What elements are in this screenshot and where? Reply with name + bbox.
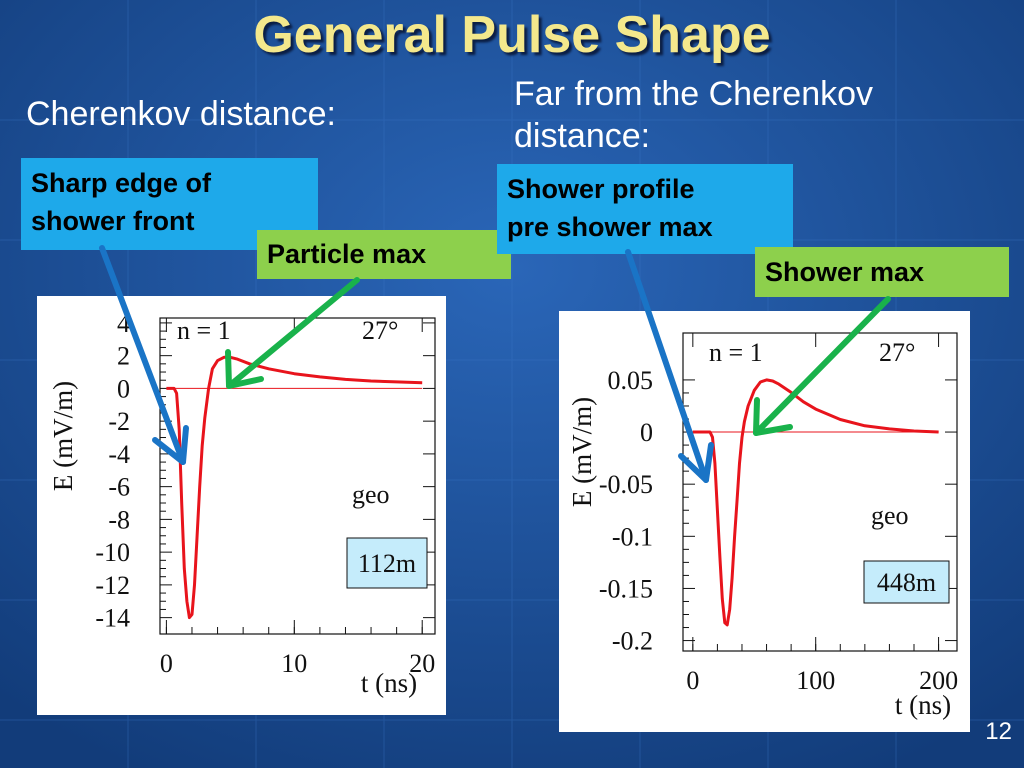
distance-box — [863, 560, 950, 604]
right-heading-line-1: Far from the Cherenkov — [514, 75, 874, 113]
y-tick-label: -0.1 — [612, 522, 653, 551]
y-tick-label: -2 — [108, 407, 130, 436]
distance-label: 448m — [877, 568, 936, 597]
geo-label: geo — [871, 501, 909, 530]
particle-max-callout: Particle max — [257, 230, 511, 279]
y-tick-label: -14 — [95, 604, 130, 633]
left-pulse-chart: 420-2-4-6-8-10-12-140 10 20t (ns)E (mV/m)n… — [48, 309, 436, 698]
angle-label: 27° — [362, 316, 398, 345]
x-tick-label: 20 — [409, 649, 435, 678]
page-number: 12 — [985, 718, 1012, 745]
y-tick-label: 2 — [117, 342, 130, 371]
y-tick-label: 4 — [117, 309, 130, 338]
x-tick-label: 200 — [919, 666, 958, 695]
x-axis-label: t (ns) — [361, 668, 417, 698]
shower-profile-callout: Shower profile pre shower max — [497, 164, 793, 254]
y-axis-label: E (mV/m) — [567, 397, 597, 507]
y-tick-label: 0 — [640, 418, 653, 447]
slide-title: General Pulse Shape — [253, 6, 771, 64]
y-axis-label: E (mV/m) — [48, 381, 78, 491]
right-heading: Far from the Cherenkov distance: — [514, 73, 873, 157]
refractive-index-label: n = 1 — [177, 316, 231, 345]
sharp-edge-callout: Sharp edge of shower front — [21, 158, 318, 250]
y-tick-label: -8 — [108, 505, 130, 534]
y-tick-label: -0.05 — [599, 470, 653, 499]
right-heading-line-2: distance: — [514, 117, 651, 155]
left-chart-panel: 4 2 0 -2 -4 -6 -8 -10 -12 -14 0 10 20 t (ns) E (mV/m) n… — [37, 296, 446, 715]
sharp-edge-line-2: shower front — [31, 206, 195, 236]
shower-profile-line-1: Shower profile — [507, 174, 695, 204]
x-tick-label: 100 — [796, 666, 835, 695]
distance-box — [346, 537, 428, 589]
x-axis-label: t (ns) — [895, 690, 951, 720]
y-tick-label: -0.2 — [612, 627, 653, 656]
y-tick-label: 0 — [117, 374, 130, 403]
geo-label: geo — [352, 480, 390, 509]
shower-profile-line-2: pre shower max — [507, 212, 713, 242]
x-tick-label: 0 — [686, 666, 699, 695]
angle-label: 27° — [879, 338, 915, 367]
y-tick-label: -10 — [95, 538, 130, 567]
y-tick-label: 0.05 — [608, 366, 654, 395]
right-chart-panel: 0.05 0 -0.05 -0.1 -0.15 -0.2 0 100 200 t (ns) E (m… — [559, 311, 970, 732]
left-heading: Cherenkov distance: — [26, 95, 336, 133]
x-tick-label: 10 — [281, 649, 307, 678]
x-tick-label: 0 — [160, 649, 173, 678]
y-tick-label: -12 — [95, 571, 130, 600]
y-tick-label: -6 — [108, 473, 130, 502]
sharp-edge-line-1: Sharp edge of — [31, 168, 212, 198]
shower-max-callout: Shower max — [755, 247, 1009, 297]
y-tick-label: -0.15 — [599, 574, 653, 603]
y-tick-label: -4 — [108, 440, 130, 469]
refractive-index-label: n = 1 — [709, 338, 763, 367]
distance-label: 112m — [358, 549, 416, 578]
